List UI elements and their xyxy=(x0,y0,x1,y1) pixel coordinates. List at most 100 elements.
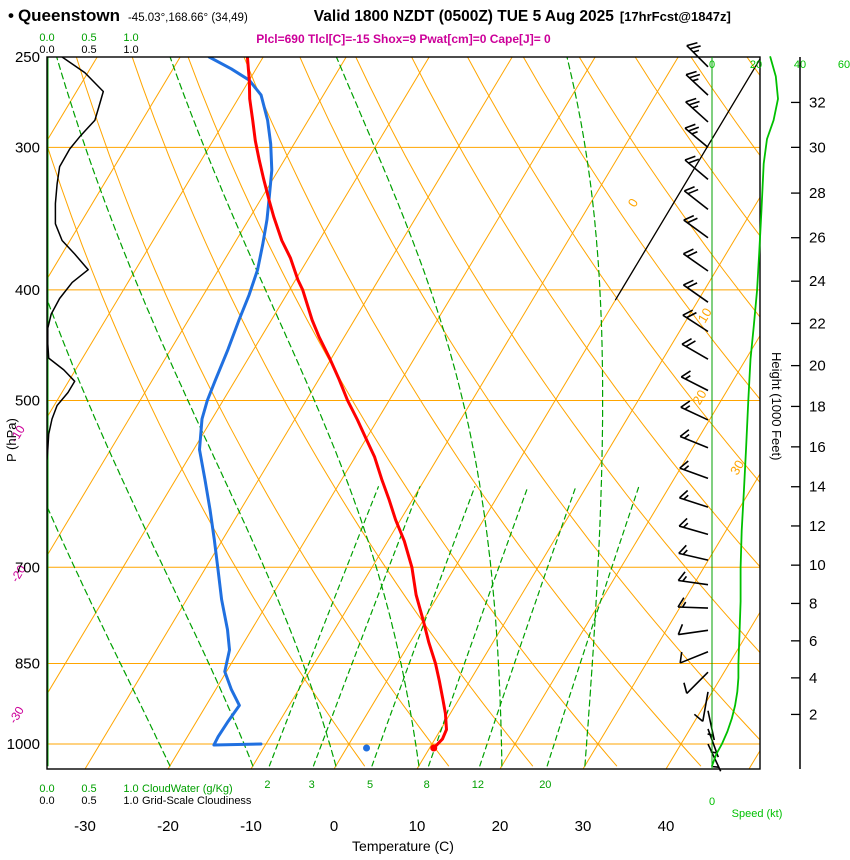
cloudwater-scale-tick: 0.0 xyxy=(39,783,54,795)
height-tick-label: 10 xyxy=(809,557,826,574)
wind-barb-half xyxy=(681,601,687,608)
wind-barb-full xyxy=(685,340,696,348)
height-tick-label: 18 xyxy=(809,398,826,415)
cloudiness-profile-line xyxy=(47,57,105,461)
wind-barb-full xyxy=(677,571,686,581)
wind-barb-full xyxy=(684,123,696,129)
cloudwater-scale-tick: 0.5 xyxy=(81,32,96,44)
speed-tick-label: 20 xyxy=(750,59,762,71)
wind-barb-full xyxy=(677,624,684,635)
temperature-tick-label: -30 xyxy=(74,818,96,835)
wind-barb-shaft xyxy=(686,671,709,694)
wind-barb-shaft xyxy=(678,629,709,636)
moist-adiabat-line xyxy=(56,57,337,767)
wind-barb-full xyxy=(680,400,691,408)
speed-tick-label: 0 xyxy=(709,796,715,808)
moist-adiabat-line xyxy=(47,504,171,767)
wind-barb-full xyxy=(686,250,698,258)
isotherm-line xyxy=(47,57,181,280)
cloudwater-scale-tick: 1.0 xyxy=(123,783,138,795)
mixing-ratio-line xyxy=(546,486,640,767)
pressure-tick-label: 250 xyxy=(15,49,40,66)
wind-barb-half xyxy=(683,465,690,471)
sounding-indices: Plcl=690 Tlcl[C]=-15 Shox=9 Pwat[cm]=0 C… xyxy=(256,32,551,46)
isotherm-value-label: 10 xyxy=(695,305,715,325)
wind-barb-full xyxy=(685,70,697,76)
wind-barb-full xyxy=(686,311,697,319)
isotherm-value-label: 20 xyxy=(689,387,709,407)
wind-barb-full xyxy=(689,73,701,79)
dry-adiabat-line xyxy=(243,57,702,767)
wind-barb-full xyxy=(683,248,694,255)
dewpoint-curve xyxy=(198,57,274,747)
wind-barb-full xyxy=(688,126,700,132)
wind-barb-half xyxy=(692,105,699,109)
cloudwater-scale-tick: 0.0 xyxy=(39,32,54,44)
dry-adiabat-line xyxy=(578,57,760,318)
wind-barb-half xyxy=(683,433,690,439)
cloudiness-scale-tick: 0.5 xyxy=(81,795,96,807)
isotherm-line xyxy=(84,57,513,769)
pressure-axis-title: P (hPa) xyxy=(4,418,19,462)
wind-barb-full xyxy=(686,282,698,289)
wind-barb-half xyxy=(682,522,689,528)
height-tick-label: 20 xyxy=(809,358,826,375)
height-tick-label: 16 xyxy=(809,439,826,456)
wind-barb-full xyxy=(685,97,697,103)
mixing-ratio-label: 8 xyxy=(424,779,430,791)
mixing-ratio-line xyxy=(268,486,379,767)
temperature-tick-label: 10 xyxy=(409,818,426,835)
cloudwater-scale-tick: 1.0 xyxy=(123,32,138,44)
pressure-tick-label: 400 xyxy=(15,282,40,299)
mixing-ratio-label: 3 xyxy=(309,779,315,791)
temperature-tick-label: 40 xyxy=(658,818,675,835)
height-tick-label: 6 xyxy=(809,633,817,650)
isotherm-line xyxy=(167,57,596,769)
height-tick-label: 26 xyxy=(809,230,826,247)
dry-adiabat-line xyxy=(299,57,760,741)
mixing-ratio-line xyxy=(371,486,476,767)
height-tick-label: 28 xyxy=(809,185,826,202)
wind-barb-shaft xyxy=(680,376,709,392)
wind-barb-full xyxy=(679,651,683,664)
wind-barb-full xyxy=(681,338,692,345)
mixing-ratio-label: 20 xyxy=(539,779,551,791)
pressure-tick-label: 1000 xyxy=(7,736,40,753)
forecast-info: [17hrFcst@1847z] xyxy=(619,9,731,24)
height-axis-title: Height (1000 Feet) xyxy=(769,352,784,460)
wind-barb-full xyxy=(678,544,687,554)
wind-barb-full xyxy=(688,158,700,164)
plot-frame xyxy=(46,56,761,770)
wind-barb-full xyxy=(684,186,695,192)
wind-barb-shaft xyxy=(679,650,709,664)
wind-barb-full xyxy=(678,517,688,527)
wind-barb-shaft xyxy=(682,253,709,272)
isotherm-line xyxy=(582,473,760,769)
wind-barb-half xyxy=(712,765,719,768)
sounding-profiles xyxy=(198,57,448,750)
moist-adiabat-line xyxy=(335,57,503,767)
dry-adiabat-line xyxy=(187,57,618,767)
isotherm-line xyxy=(499,334,760,769)
wind-barb-full xyxy=(677,597,685,608)
wind-barb-half xyxy=(684,405,691,410)
wind-barb-half xyxy=(682,549,688,555)
wind-barb-full xyxy=(687,188,699,195)
temperature-tick-label: 20 xyxy=(492,818,509,835)
wind-barb-full xyxy=(686,41,698,47)
margin-temperature-label: -30 xyxy=(6,704,27,726)
temperature-tick-label: -10 xyxy=(240,818,262,835)
pressure-tick-label: 300 xyxy=(15,139,40,156)
wind-barb-full xyxy=(680,370,691,378)
station-name: Queenstown xyxy=(17,6,120,25)
temperature-tick-label: -20 xyxy=(157,818,179,835)
wind-barb-full xyxy=(688,100,700,106)
temperature-axis-title: Temperature (C) xyxy=(352,838,454,854)
mixing-ratio-label: 12 xyxy=(472,779,484,791)
isotherm-value-label: 30 xyxy=(727,457,747,477)
station-bullet: • xyxy=(8,6,14,25)
wind-barb-full xyxy=(678,489,689,499)
skewt-black-overlays xyxy=(47,57,760,767)
height-tick-label: 8 xyxy=(809,595,817,612)
